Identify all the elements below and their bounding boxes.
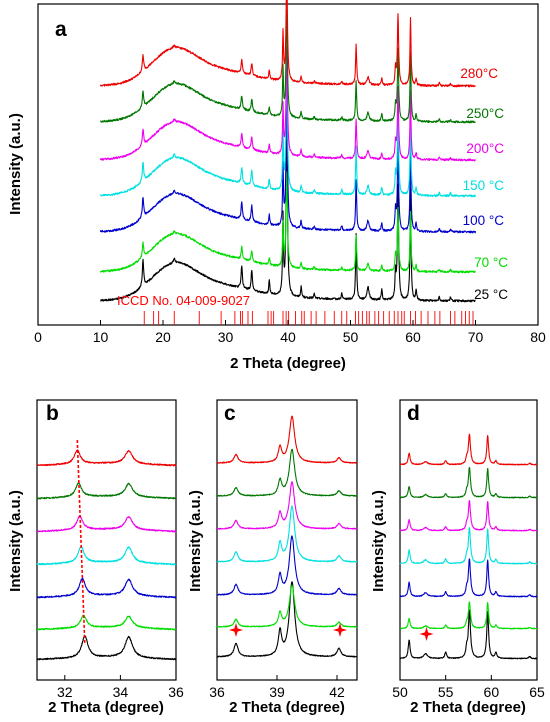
panel-c-tick-label-36: 36 [209,684,225,700]
panel-c-trace-2 [216,535,358,596]
panel-d-x-axis-label: 2 Theta (degree) [410,699,526,716]
panel-a-trace-2 [99,91,477,234]
panel-a-trace-1 [99,171,476,274]
panel-d-label: d [407,402,420,425]
panel-b-trace-6 [36,449,177,467]
panel-c-y-axis-label: Intensity (a.u.) [187,490,204,592]
panel-a-tick-label-50: 50 [343,329,359,345]
panel-d-frame [399,399,538,681]
panel-b-trace-4 [36,515,177,533]
panel-b-frame [36,399,177,681]
panel-c-star-0 [229,623,243,637]
panel-d-trace-0 [399,609,538,660]
panel-a-x-axis-label: 2 Theta (degree) [230,355,346,372]
panel-b-tick-label-32: 32 [57,684,73,700]
label-200c: 200°C [466,141,504,156]
panel-b-trace-1 [36,614,177,631]
panel-c-trace-6 [216,415,358,464]
panel-d-x-ticks: 50 55 60 65 [392,675,545,700]
panel-c-label: c [224,402,236,425]
panel-c-trace-5 [216,448,358,497]
panel-a-tick-label-60: 60 [405,329,421,345]
panel-a-tick-label-80: 80 [530,329,546,345]
panel-d-trace-2 [399,558,538,598]
panel-c-traces [216,415,358,658]
panel-d-trace-5 [399,466,538,499]
label-25c: 25 °C [474,287,508,302]
panel-d-y-axis-label: Intensity (a.u.) [370,490,387,592]
panel-a-reference-bars [143,311,474,325]
panel-b-y-axis-label: Intensity (a.u.) [7,490,24,592]
panel-d-trace-4 [399,500,538,532]
panel-d-trace-6 [399,433,538,466]
panel-a-label: a [55,18,67,41]
reference-card-label: ICCD No. 04-009-9027 [117,293,250,308]
panel-c-frame [216,399,358,681]
panel-b: b 32 34 36 2 Theta (degree) Intensity (a.u… [7,399,184,716]
panel-b-peak-shift-guide [76,439,86,646]
panel-a-trace-4 [99,46,476,162]
panel-c-trace-1 [216,585,358,628]
panel-c: c 36 39 42 2 Theta (degree) Intensity (a.u… [187,399,358,716]
panel-b-trace-5 [36,482,177,500]
label-280c: 280°C [460,66,498,81]
panel-a: a 0 10 20 30 40 50 60 70 80 280°C 250°C 200°C 15… [7,0,546,372]
panel-d-tick-label-55: 55 [438,684,454,700]
panel-a-tick-label-10: 10 [93,329,109,345]
panel-c-tick-label-42: 42 [329,684,345,700]
panel-b-label: b [46,402,59,425]
panel-a-tick-label-70: 70 [468,329,484,345]
panel-a-traces [99,0,477,303]
panel-b-trace-3 [36,545,177,566]
panel-c-x-ticks: 36 39 42 [209,675,345,700]
panel-d-trace-1 [399,601,538,630]
panel-a-tick-label-0: 0 [34,329,42,345]
panel-a-tick-label-40: 40 [280,329,296,345]
panel-b-tick-label-34: 34 [113,684,129,700]
panel-a-tick-label-20: 20 [155,329,171,345]
panel-a-tick-label-30: 30 [218,329,234,345]
panel-d: d 50 55 60 65 2 Theta (degree) Intensity (a… [370,399,545,716]
panel-d-tick-label-50: 50 [392,684,408,700]
panel-b-trace-0 [36,634,177,661]
panel-c-tick-label-39: 39 [269,684,285,700]
panel-c-trace-4 [216,481,358,530]
panel-a-trace-6 [99,0,476,88]
panel-d-star-0 [419,627,434,641]
panel-b-tick-label-36: 36 [168,684,184,700]
panel-a-trace-5 [100,9,476,124]
panel-b-trace-2 [36,577,177,599]
panel-d-trace-3 [399,526,538,565]
panel-c-star-1 [333,623,347,637]
label-250c: 250°C [466,106,504,121]
panel-b-x-axis-label: 2 Theta (degree) [48,699,164,716]
panel-d-tick-label-65: 65 [529,684,545,700]
panel-c-x-axis-label: 2 Theta (degree) [229,699,345,716]
label-100c: 100 °C [463,213,505,228]
panel-a-trace-3 [100,61,476,198]
panel-a-x-ticks: 0 10 20 30 40 50 60 70 80 [34,320,546,345]
label-70c: 70 °C [474,255,508,270]
panel-d-traces [399,433,538,660]
panel-d-tick-label-60: 60 [484,684,500,700]
panel-b-x-ticks: 32 34 36 [57,675,184,700]
panel-c-trace-0 [216,581,358,658]
panel-a-y-axis-label: Intensity (a.u.) [7,113,24,215]
panel-c-trace-3 [216,505,358,563]
label-150c: 150 °C [463,178,505,193]
panel-b-traces [36,439,177,661]
